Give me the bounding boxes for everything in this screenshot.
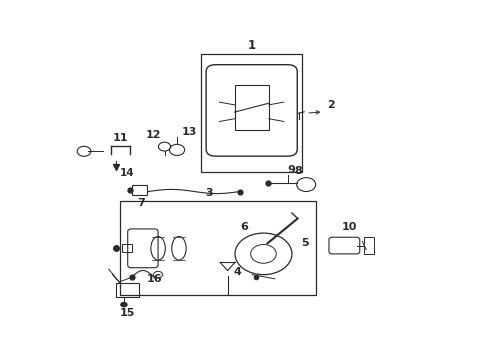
Text: 5: 5 (301, 238, 309, 248)
Bar (235, 85, 269, 130)
Text: 12: 12 (146, 130, 162, 140)
Text: 6: 6 (241, 222, 248, 232)
Text: 13: 13 (182, 127, 197, 138)
Text: 9: 9 (287, 165, 295, 175)
Bar (364, 237, 374, 254)
Bar (120, 201, 316, 296)
Circle shape (120, 302, 128, 307)
Text: 10: 10 (342, 222, 357, 232)
Bar (116, 283, 139, 297)
Text: 8: 8 (294, 166, 302, 176)
Text: 11: 11 (112, 133, 128, 143)
Text: 16: 16 (147, 274, 162, 284)
Text: 2: 2 (327, 100, 335, 111)
Text: 15: 15 (120, 308, 135, 318)
Text: 3: 3 (205, 188, 213, 198)
Bar (131, 185, 147, 195)
Text: 4: 4 (233, 267, 241, 278)
Text: 7: 7 (137, 198, 145, 208)
Bar (122, 244, 131, 252)
Text: 14: 14 (120, 168, 135, 178)
Text: 1: 1 (247, 39, 256, 51)
Bar (201, 54, 302, 172)
